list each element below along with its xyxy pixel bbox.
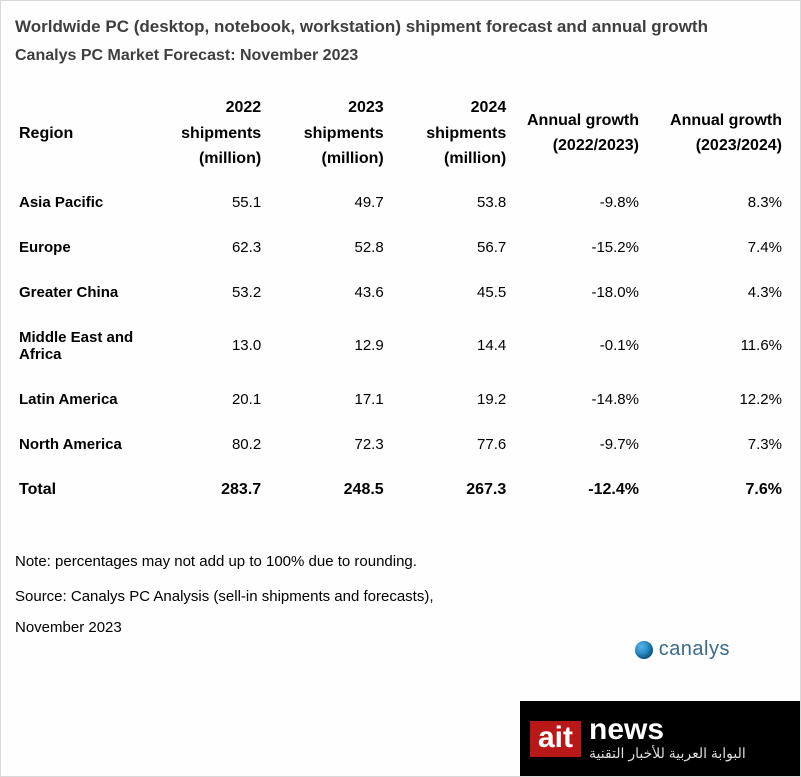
table-row: Asia Pacific55.149.753.8-9.8%8.3% [15,180,786,225]
table-row: Europe62.352.856.7-15.2%7.4% [15,225,786,270]
col-2024: 2024 shipments (million) [388,87,511,180]
cell-g2324: 7.3% [643,422,786,467]
cell-g2223: -9.8% [510,180,643,225]
aitnews-watermark: ait news البوابة العربية للأخبار التقنية [520,701,800,776]
cell-2023: 12.9 [265,315,388,377]
aitnews-brand-ait: ait [530,721,581,757]
cell-g2223: -18.0% [510,270,643,315]
cell-g2223: -14.8% [510,377,643,422]
aitnews-tagline: البوابة العربية للأخبار التقنية [589,746,746,761]
source-line: Source: Canalys PC Analysis (sell-in shi… [15,588,786,605]
table-row: Greater China53.243.645.5-18.0%4.3% [15,270,786,315]
cell-region: Europe [15,225,143,270]
cell-2022: 80.2 [143,422,266,467]
forecast-table: Region 2022 shipments (million) 2023 shi… [15,87,786,513]
col-region: Region [15,87,143,180]
document-container: Worldwide PC (desktop, notebook, worksta… [0,0,801,777]
table-row: Middle East and Africa13.012.914.4-0.1%1… [15,315,786,377]
cell-g2324: 11.6% [643,315,786,377]
cell-2022: 20.1 [143,377,266,422]
cell-2022: 55.1 [143,180,266,225]
cell-g2223: -15.2% [510,225,643,270]
cell-g2324: 4.3% [643,270,786,315]
cell-2023: 49.7 [265,180,388,225]
cell-2023: 43.6 [265,270,388,315]
cell-region: Latin America [15,377,143,422]
footnote: Note: percentages may not add up to 100%… [15,553,786,570]
canalys-text: canalys [659,638,730,661]
table-row: North America80.272.377.6-9.7%7.3% [15,422,786,467]
cell-region: Total [15,467,143,513]
col-growth-2223: Annual growth (2022/2023) [510,87,643,180]
cell-2022: 13.0 [143,315,266,377]
table-header-row: Region 2022 shipments (million) 2023 shi… [15,87,786,180]
canalys-logo: canalys [635,638,730,661]
cell-2024: 267.3 [388,467,511,513]
cell-2024: 77.6 [388,422,511,467]
page-subtitle: Canalys PC Market Forecast: November 202… [15,47,786,65]
aitnews-brand-news: news [589,716,746,745]
cell-2024: 56.7 [388,225,511,270]
cell-2022: 53.2 [143,270,266,315]
cell-2023: 72.3 [265,422,388,467]
col-2023: 2023 shipments (million) [265,87,388,180]
cell-g2324: 7.6% [643,467,786,513]
cell-region: Middle East and Africa [15,315,143,377]
page-title: Worldwide PC (desktop, notebook, worksta… [15,17,786,37]
source-date: November 2023 [15,619,786,636]
cell-g2324: 12.2% [643,377,786,422]
cell-2023: 17.1 [265,377,388,422]
cell-region: North America [15,422,143,467]
cell-2024: 19.2 [388,377,511,422]
cell-2022: 62.3 [143,225,266,270]
cell-g2324: 7.4% [643,225,786,270]
cell-region: Greater China [15,270,143,315]
cell-g2223: -0.1% [510,315,643,377]
col-2022: 2022 shipments (million) [143,87,266,180]
cell-2023: 248.5 [265,467,388,513]
cell-2023: 52.8 [265,225,388,270]
cell-2024: 53.8 [388,180,511,225]
aitnews-brand-right: news البوابة العربية للأخبار التقنية [589,716,746,761]
table-row-total: Total283.7248.5267.3-12.4%7.6% [15,467,786,513]
cell-region: Asia Pacific [15,180,143,225]
cell-2024: 45.5 [388,270,511,315]
cell-2024: 14.4 [388,315,511,377]
cell-g2223: -12.4% [510,467,643,513]
cell-g2324: 8.3% [643,180,786,225]
col-growth-2324: Annual growth (2023/2024) [643,87,786,180]
table-row: Latin America20.117.119.2-14.8%12.2% [15,377,786,422]
cell-g2223: -9.7% [510,422,643,467]
cell-2022: 283.7 [143,467,266,513]
table-body: Asia Pacific55.149.753.8-9.8%8.3%Europe6… [15,180,786,513]
globe-icon [635,641,653,659]
